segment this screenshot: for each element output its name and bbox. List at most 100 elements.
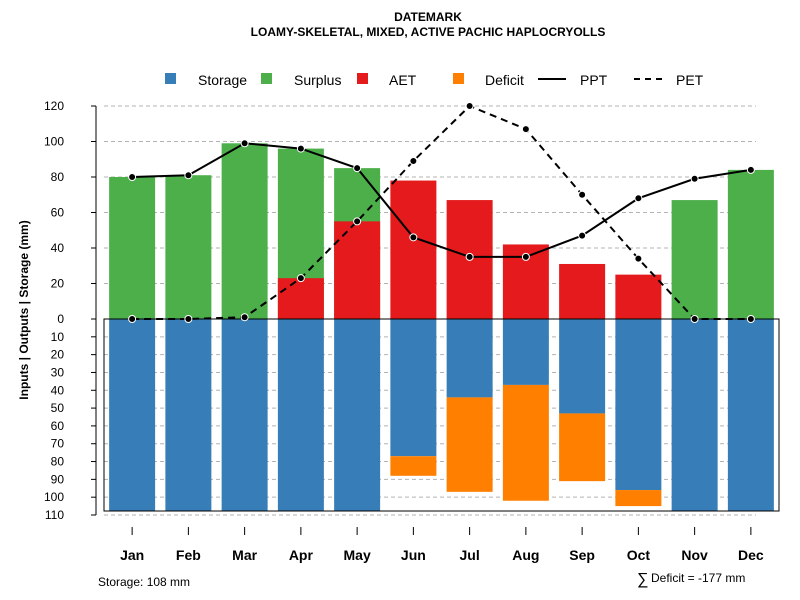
ppt-point-mar: [240, 139, 249, 148]
pet-point-dec: [746, 315, 755, 323]
y-tick-label-lower-6: 70: [51, 437, 65, 451]
bar-storage-may: [334, 319, 381, 512]
deficit-note: Deficit = -177 mm: [651, 571, 745, 585]
y-tick-label-lower-4: 50: [51, 401, 65, 415]
y-tick-label-lower-10: 110: [45, 508, 64, 522]
pet-point-mar: [240, 313, 249, 322]
pet-point-feb: [184, 315, 193, 323]
x-tick-label-jun: Jun: [401, 547, 426, 563]
lower-panel-border: [103, 318, 780, 512]
bar-surplus-mar: [221, 143, 268, 319]
bar-storage-jan: [109, 319, 156, 512]
y-tick-label-lower-8: 90: [51, 472, 65, 486]
ppt-point-apr: [296, 144, 305, 153]
legend-storage-swatch: [165, 73, 176, 84]
y-tick-label-lower-0: 10: [51, 330, 65, 344]
x-tick-label-feb: Feb: [176, 547, 201, 563]
ppt-point-dec: [746, 165, 755, 174]
legend-aet-label: AET: [389, 72, 417, 88]
bar-storage-jun: [390, 319, 437, 457]
bar-deficit-sep: [559, 413, 606, 482]
ppt-point-jul: [465, 252, 474, 261]
chart-title: DATEMARK: [394, 10, 462, 24]
ppt-point-nov: [690, 174, 699, 183]
legend-deficit-swatch: [453, 73, 464, 84]
chart-subtitle: LOAMY-SKELETAL, MIXED, ACTIVE PACHIC HAP…: [251, 25, 606, 39]
bar-storage-apr: [277, 319, 324, 512]
y-tick-label-upper-6: 0: [57, 312, 64, 326]
lower-bars: [109, 319, 774, 512]
ppt-point-feb: [184, 171, 193, 180]
bar-storage-nov: [671, 319, 718, 512]
bar-storage-aug: [502, 319, 549, 385]
pet-point-aug: [521, 125, 530, 134]
bar-deficit-aug: [502, 384, 549, 501]
ppt-point-may: [353, 164, 362, 173]
x-tick-label-nov: Nov: [681, 547, 708, 563]
ppt-line: [132, 142, 752, 258]
bar-deficit-jul: [446, 397, 493, 492]
y-tick-label-lower-2: 30: [51, 365, 65, 379]
y-tick-label-lower-5: 60: [51, 419, 65, 433]
y-tick-label-upper-0: 120: [44, 99, 64, 113]
legend-storage-label: Storage: [198, 72, 247, 88]
bar-aet-sep: [559, 263, 606, 319]
y-tick-label-upper-3: 60: [51, 206, 65, 220]
storage-note: Storage: 108 mm: [98, 575, 190, 589]
bar-storage-mar: [221, 319, 268, 512]
bar-storage-dec: [727, 319, 774, 512]
tick-labels: 120 100 80 60 40 20 0 10 20 30 40 50 60 70 80 90 100 110 J…: [44, 99, 764, 563]
ppt-point-sep: [578, 231, 587, 240]
legend-ppt-label: PPT: [580, 72, 608, 88]
x-tick-label-aug: Aug: [512, 547, 539, 563]
legend-surplus-label: Surplus: [294, 72, 341, 88]
x-tick-label-mar: Mar: [232, 547, 257, 563]
ppt-point-jan: [128, 173, 137, 181]
x-tick-label-oct: Oct: [627, 547, 651, 563]
pet-point-sep: [578, 190, 587, 199]
ppt-point-aug: [521, 252, 530, 261]
legend-pet-label: PET: [676, 72, 704, 88]
bar-aet-apr: [277, 278, 324, 319]
bar-aet-oct: [615, 274, 662, 319]
x-tick-label-jul: Jul: [460, 547, 480, 563]
y-tick-label-upper-5: 20: [51, 277, 65, 291]
bar-surplus-nov: [671, 200, 718, 319]
upper-bars: [109, 143, 774, 319]
bar-storage-oct: [615, 319, 662, 491]
bar-storage-sep: [559, 319, 606, 414]
legend: Storage Surplus AET Deficit PPT PET: [165, 72, 704, 88]
y-tick-label-lower-7: 80: [51, 455, 65, 469]
x-tick-label-may: May: [344, 547, 371, 563]
bar-deficit-oct: [615, 490, 662, 507]
bar-deficit-jun: [390, 456, 437, 476]
ppt-point-jun: [409, 233, 418, 242]
y-tick-label-lower-9: 100: [44, 490, 64, 504]
pet-point-oct: [634, 254, 643, 263]
pet-point-jul: [465, 102, 474, 110]
x-tick-label-sep: Sep: [569, 547, 595, 563]
pet-point-nov: [690, 315, 699, 323]
pet-point-apr: [296, 274, 305, 283]
bar-surplus-jan: [109, 177, 156, 319]
pet-point-jun: [409, 157, 418, 166]
legend-surplus-swatch: [261, 73, 272, 84]
line-series: [128, 102, 755, 323]
y-tick-label-upper-4: 40: [51, 241, 65, 255]
y-tick-label-lower-3: 40: [51, 383, 65, 397]
y-tick-label-upper-1: 100: [44, 135, 64, 149]
bar-storage-jul: [446, 319, 493, 398]
legend-deficit-label: Deficit: [485, 72, 524, 88]
y-tick-label-upper-2: 80: [51, 170, 65, 184]
x-tick-label-jan: Jan: [120, 547, 144, 563]
y-axis-label: Inputs | Outputs | Storage (mm): [17, 220, 31, 399]
bar-surplus-dec: [727, 169, 774, 319]
bar-aet-may: [334, 221, 381, 319]
pet-point-may: [353, 217, 362, 226]
pet-point-jan: [128, 315, 137, 323]
x-tick-label-dec: Dec: [738, 547, 764, 563]
bar-surplus-feb: [165, 175, 212, 319]
deficit-sigma: ∑: [637, 571, 648, 588]
y-tick-label-lower-1: 20: [51, 348, 65, 362]
